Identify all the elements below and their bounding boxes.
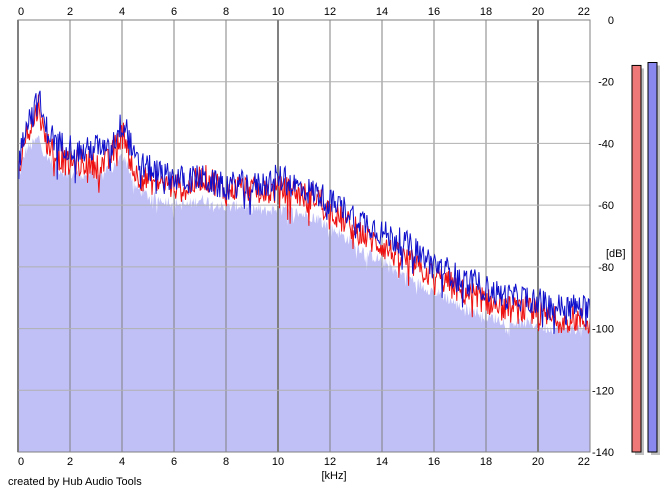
x-tick-label-bottom: 22 bbox=[578, 456, 590, 468]
x-tick-label-bottom: 6 bbox=[171, 456, 177, 468]
x-tick-label-top: 8 bbox=[223, 6, 229, 18]
x-tick-label-top: 6 bbox=[171, 6, 177, 18]
y-tick-label: -140 bbox=[592, 447, 614, 459]
y-tick-label: -120 bbox=[592, 385, 614, 397]
x-tick-label-bottom: 12 bbox=[324, 456, 336, 468]
level-meters bbox=[631, 62, 660, 455]
spectrum-fill bbox=[18, 135, 590, 453]
x-tick-label-bottom: 20 bbox=[532, 456, 544, 468]
level-meter-left bbox=[631, 64, 642, 453]
x-tick-label-bottom: 0 bbox=[18, 456, 24, 468]
x-ticks-top: 0 2 4 6 8 10 12 14 16 18 20 22 bbox=[18, 6, 590, 18]
x-tick-label-top: 16 bbox=[428, 6, 440, 18]
x-ticks-bottom: 0 2 4 6 8 10 12 14 16 18 20 22 bbox=[18, 456, 590, 468]
x-tick-label-top: 18 bbox=[480, 6, 492, 18]
x-tick-label-top: 12 bbox=[324, 6, 336, 18]
x-tick-label-top: 0 bbox=[18, 6, 24, 18]
x-axis-label: [kHz] bbox=[321, 470, 346, 482]
x-tick-label-top: 20 bbox=[532, 6, 544, 18]
x-tick-label-top: 10 bbox=[272, 6, 284, 18]
y-tick-label: -20 bbox=[598, 77, 614, 89]
x-tick-label-bottom: 4 bbox=[119, 456, 125, 468]
x-tick-label-bottom: 16 bbox=[428, 456, 440, 468]
series-lines bbox=[17, 90, 591, 334]
x-tick-label-top: 22 bbox=[578, 6, 590, 18]
spectrum-fill-area bbox=[18, 135, 590, 453]
x-tick-label-top: 14 bbox=[376, 6, 388, 18]
y-ticks: 0 -20 -40 -60 -80 -100 -120 -140 bbox=[592, 15, 614, 459]
x-tick-label-top: 2 bbox=[67, 6, 73, 18]
y-axis-label: [dB] bbox=[606, 248, 626, 260]
y-tick-label: -100 bbox=[592, 324, 614, 336]
x-tick-label-bottom: 14 bbox=[376, 456, 388, 468]
y-tick-label: -80 bbox=[598, 262, 614, 274]
x-tick-label-bottom: 18 bbox=[480, 456, 492, 468]
y-tick-label: 0 bbox=[608, 15, 614, 27]
series-line-1 bbox=[17, 90, 591, 334]
credit-text: created by Hub Audio Tools bbox=[8, 476, 142, 488]
y-tick-label: -60 bbox=[598, 200, 614, 212]
plot-frame bbox=[17, 19, 591, 453]
x-tick-label-bottom: 2 bbox=[67, 456, 73, 468]
x-tick-label-bottom: 10 bbox=[272, 456, 284, 468]
y-tick-label: -40 bbox=[598, 138, 614, 150]
x-tick-label-top: 4 bbox=[119, 6, 125, 18]
x-tick-label-bottom: 8 bbox=[223, 456, 229, 468]
level-meter-right bbox=[647, 62, 658, 453]
